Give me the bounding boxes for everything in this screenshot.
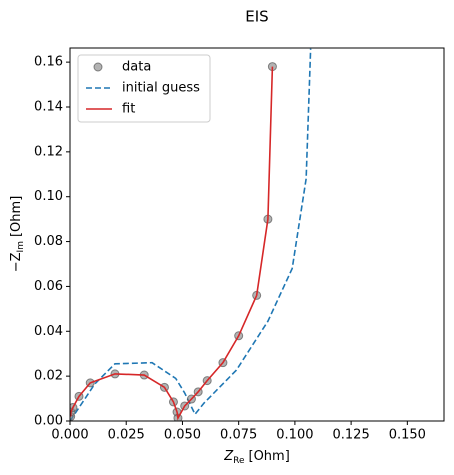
- x-tick-label: 0.050: [164, 428, 201, 443]
- y-tick-label: 0.16: [34, 55, 63, 70]
- y-label-subscript: Im: [16, 241, 26, 252]
- legend-marker: [93, 62, 103, 72]
- x-label-unit: [Ohm]: [249, 449, 290, 464]
- legend: data initial guess fit: [77, 54, 211, 123]
- legend-box: [77, 54, 211, 123]
- y-tick-label: 0.00: [34, 414, 63, 429]
- x-tick-label: 0.100: [276, 428, 313, 443]
- y-tick-label: 0.08: [34, 234, 63, 249]
- x-tick-label: 0.125: [333, 428, 370, 443]
- legend-label: fit: [122, 102, 135, 117]
- x-tick-label: 0.025: [108, 428, 145, 443]
- legend-label: initial guess: [122, 81, 200, 96]
- y-tick-label: 0.12: [34, 144, 63, 159]
- x-tick-label: 0.075: [220, 428, 257, 443]
- y-tick-label: 0.14: [34, 99, 63, 114]
- y-label-unit: [Ohm]: [9, 196, 24, 237]
- x-label-symbol: Z: [223, 449, 234, 464]
- x-tick-label: 0.000: [51, 428, 88, 443]
- axes-frame: [69, 47, 445, 422]
- y-label-symbol: −Z: [9, 252, 24, 272]
- y-tick-label: 0.10: [34, 189, 63, 204]
- y-axis-label: −ZIm [Ohm]: [9, 196, 26, 273]
- y-tick-label: 0.04: [34, 324, 63, 339]
- x-tick-label: 0.150: [389, 428, 426, 443]
- y-tick-label: 0.02: [34, 369, 63, 384]
- legend-label: data: [122, 60, 151, 75]
- x-axis-label: ZRe [Ohm]: [223, 449, 290, 466]
- chart-title: EIS: [245, 8, 268, 26]
- series-line: [70, 66, 274, 421]
- x-label-subscript: Re: [233, 456, 245, 466]
- y-tick-label: 0.06: [34, 279, 63, 294]
